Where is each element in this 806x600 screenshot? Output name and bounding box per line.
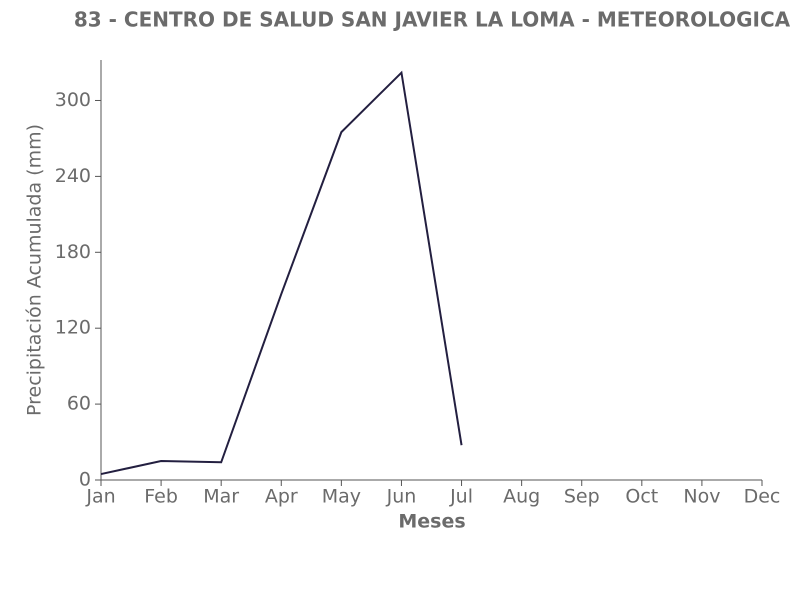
y-tick-label: 300 xyxy=(55,89,91,111)
x-tick-label: Nov xyxy=(683,486,720,508)
y-tick-label: 0 xyxy=(79,469,91,491)
x-tick-label: Feb xyxy=(144,486,178,508)
x-tick-label: Jun xyxy=(386,486,417,508)
x-tick-label: May xyxy=(322,486,361,508)
y-tick-label: 240 xyxy=(55,165,91,187)
y-tick-label: 180 xyxy=(55,241,91,263)
y-tick-label: 60 xyxy=(67,393,91,415)
x-tick-label: Jan xyxy=(85,486,115,508)
x-tick-label: Sep xyxy=(564,486,600,508)
x-tick-label: Mar xyxy=(203,486,239,508)
chart-title: 83 - CENTRO DE SALUD SAN JAVIER LA LOMA … xyxy=(74,8,791,32)
x-tick-label: Oct xyxy=(625,486,658,508)
data-line xyxy=(100,70,463,476)
y-tick-label: 120 xyxy=(55,317,91,339)
x-tick-label: Apr xyxy=(265,486,298,508)
x-tick-label: Dec xyxy=(744,486,781,508)
y-axis-label: Precipitación Acumulada (mm) xyxy=(24,124,46,416)
x-axis-label: Meses xyxy=(398,511,465,533)
x-tick-label: Aug xyxy=(503,486,540,508)
x-tick-label: Jul xyxy=(449,486,473,508)
